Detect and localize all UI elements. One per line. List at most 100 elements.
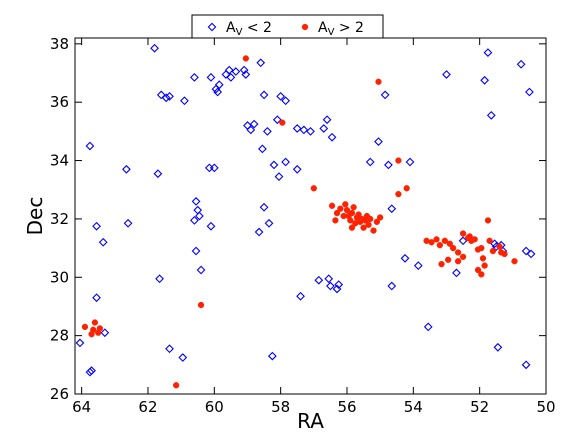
- data-point-diamond: [400, 253, 410, 263]
- data-point-diamond: [276, 91, 286, 101]
- data-point-circle: [454, 249, 462, 256]
- data-point-diamond: [85, 141, 95, 151]
- data-point-diamond: [256, 58, 266, 68]
- data-point-circle: [486, 237, 493, 244]
- data-point-circle: [433, 236, 440, 243]
- legend-diamond-icon: [207, 22, 217, 32]
- data-point-circle: [478, 271, 485, 278]
- data-point-circle: [489, 247, 497, 255]
- data-point-circle: [511, 258, 518, 265]
- data-point-diamond: [281, 157, 291, 167]
- data-point-diamond: [195, 211, 204, 221]
- legend-label-1-sub: V: [328, 27, 335, 38]
- data-point-circle: [355, 211, 362, 218]
- data-point-diamond: [156, 90, 166, 100]
- data-point-circle: [173, 382, 180, 389]
- data-point-diamond: [292, 124, 302, 133]
- data-point-diamond: [334, 280, 344, 289]
- data-point-diamond: [206, 73, 216, 82]
- data-point-circle: [332, 217, 339, 224]
- data-point-diamond: [387, 204, 397, 214]
- series-1: [81, 55, 518, 389]
- data-point-diamond: [380, 90, 390, 100]
- data-point-diamond: [413, 261, 423, 270]
- data-point-diamond: [292, 164, 302, 174]
- data-point-diamond: [196, 265, 206, 275]
- data-point-diamond: [190, 215, 199, 225]
- data-point-circle: [377, 214, 384, 221]
- legend-label-0-sub: V: [236, 27, 243, 38]
- data-point-circle: [350, 204, 357, 211]
- data-point-circle: [91, 319, 99, 326]
- x-axis-label: RA: [297, 409, 324, 433]
- data-point-circle: [310, 185, 317, 192]
- legend-label-0-rest: < 2: [242, 20, 272, 36]
- data-point-circle: [347, 217, 354, 224]
- data-point-diamond: [272, 115, 282, 125]
- data-point-circle: [449, 244, 457, 252]
- data-point-diamond: [387, 281, 397, 291]
- data-point-diamond: [314, 275, 324, 285]
- y-axis-label: Dec: [23, 197, 47, 236]
- data-point-diamond: [180, 96, 189, 106]
- data-point-diamond: [521, 246, 531, 256]
- data-point-diamond: [442, 70, 451, 79]
- data-point-circle: [348, 209, 356, 217]
- data-point-diamond: [452, 268, 461, 278]
- x-tick-label: 54: [404, 398, 423, 416]
- data-point-diamond: [150, 43, 159, 53]
- data-point-circle: [370, 227, 377, 234]
- y-tick-label: 34: [50, 152, 69, 170]
- x-tick-label: 62: [138, 398, 157, 416]
- data-point-circle: [279, 119, 286, 126]
- legend: AV < 2 AV > 2: [191, 14, 384, 39]
- data-point-circle: [242, 55, 249, 62]
- data-point-circle: [445, 256, 452, 263]
- data-point-diamond: [249, 119, 259, 129]
- data-point-diamond: [296, 291, 305, 301]
- data-point-circle: [340, 212, 347, 220]
- data-point-circle: [478, 244, 485, 252]
- data-point-diamond: [423, 322, 433, 332]
- data-point-diamond: [100, 328, 110, 338]
- data-point-circle: [496, 243, 503, 250]
- data-point-circle: [373, 218, 380, 225]
- data-point-diamond: [384, 160, 393, 170]
- data-point-circle: [328, 202, 336, 209]
- data-point-diamond: [241, 70, 251, 79]
- data-point-circle: [501, 250, 508, 258]
- data-point-diamond: [319, 124, 329, 133]
- data-point-diamond: [191, 246, 201, 256]
- data-point-diamond: [231, 67, 241, 76]
- data-point-circle: [479, 255, 487, 262]
- data-point-diamond: [274, 172, 284, 181]
- data-point-diamond: [122, 164, 131, 174]
- legend-label-0-base: A: [226, 20, 236, 36]
- x-tick-label: 50: [536, 398, 555, 416]
- data-point-diamond: [213, 87, 223, 97]
- x-tick-label: 64: [72, 398, 91, 416]
- data-point-circle: [471, 236, 478, 243]
- data-point-diamond: [239, 65, 249, 75]
- data-point-diamond: [365, 157, 375, 167]
- data-point-diamond: [204, 163, 214, 173]
- data-point-circle: [446, 240, 453, 247]
- data-point-circle: [197, 301, 205, 309]
- data-point-circle: [441, 237, 448, 244]
- ticks-layer: 64 62 60 58 56 54 52 50 26 28 30 32 34 36 38: [50, 35, 556, 416]
- y-tick-label: 30: [50, 268, 69, 286]
- data-point-diamond: [521, 360, 531, 370]
- data-point-diamond: [155, 274, 164, 284]
- data-point-diamond: [332, 284, 342, 294]
- data-point-diamond: [206, 221, 216, 231]
- data-point-diamond: [525, 87, 534, 97]
- series-0: [75, 43, 536, 377]
- x-tick-label: 58: [271, 398, 290, 416]
- data-point-diamond: [153, 169, 163, 179]
- data-point-diamond: [374, 137, 383, 146]
- data-point-diamond: [75, 338, 85, 348]
- data-point-circle: [395, 190, 402, 198]
- data-point-diamond: [263, 126, 272, 136]
- data-point-diamond: [258, 144, 267, 154]
